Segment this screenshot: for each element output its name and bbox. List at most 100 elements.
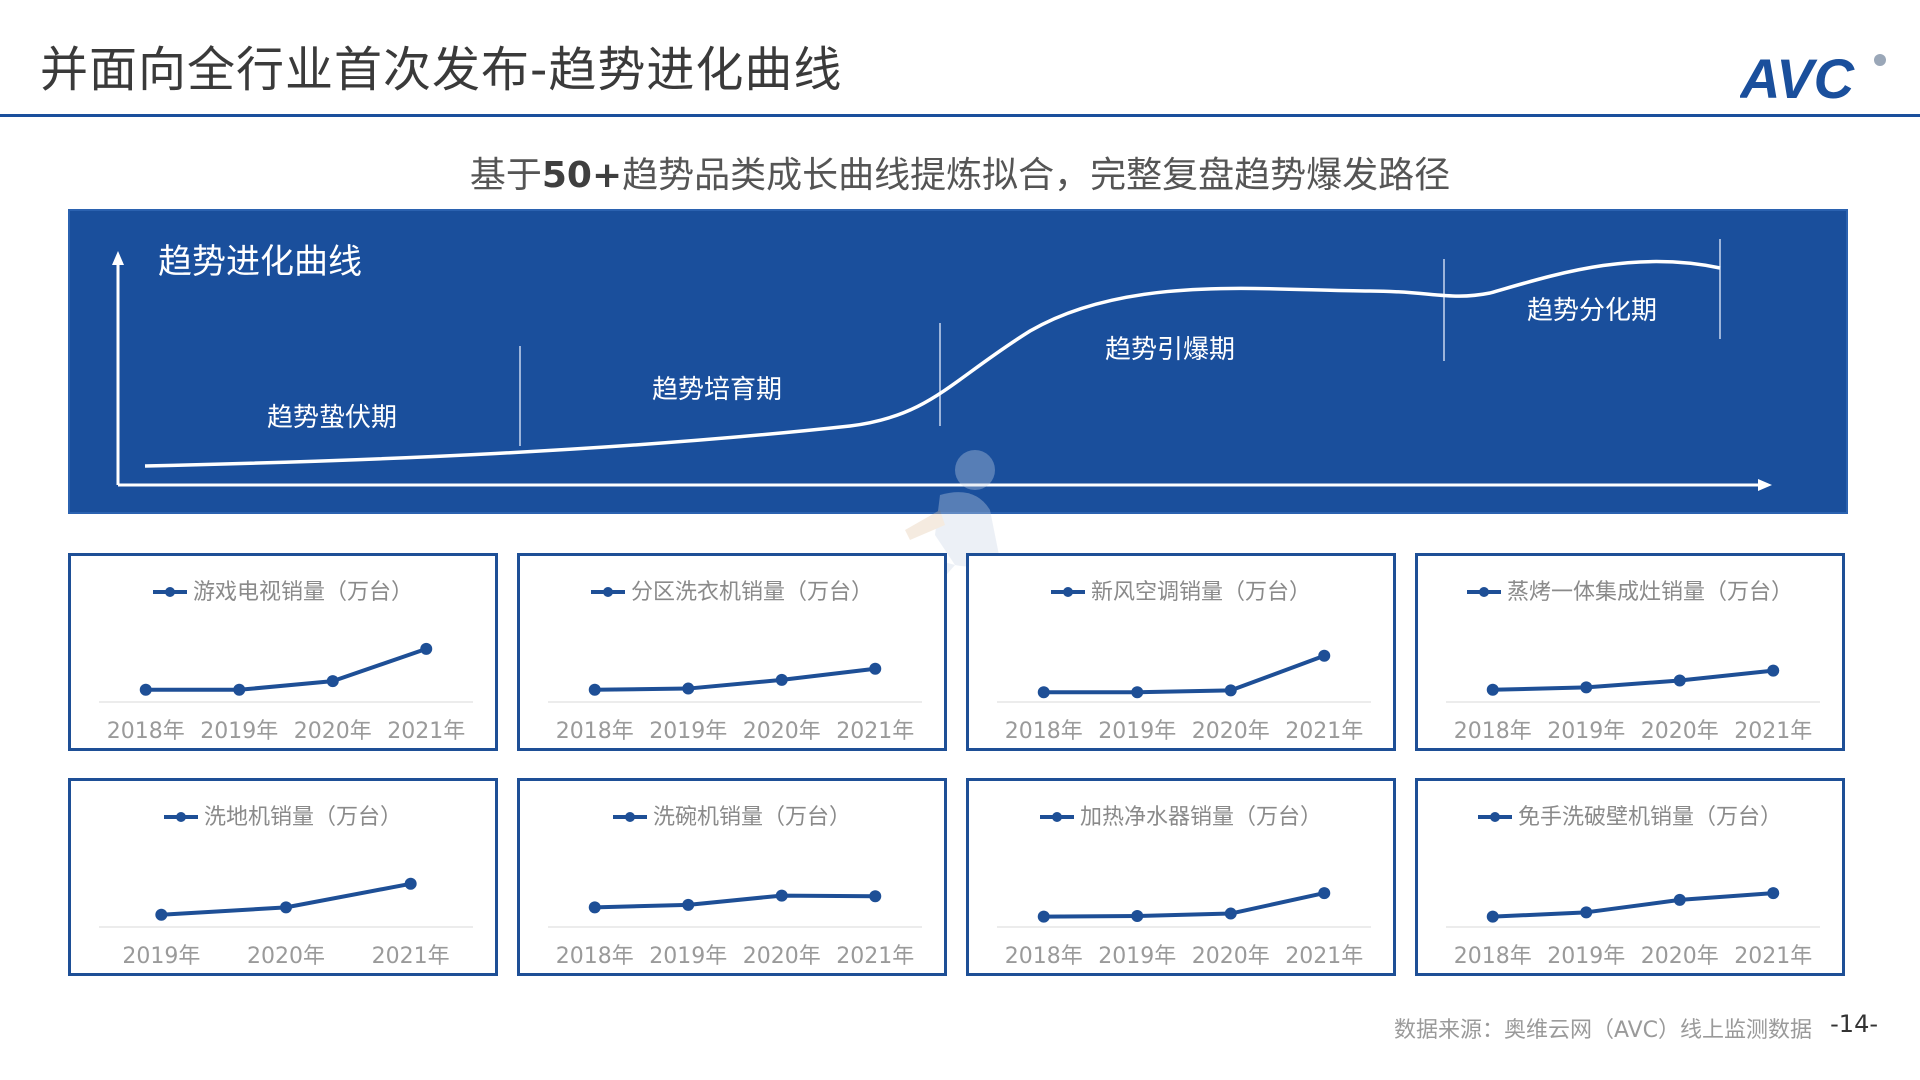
- chart-card-5: 洗地机销量（万台） 2019年 2020年 2021年: [68, 778, 498, 976]
- x-tick-label: 2019年: [649, 719, 727, 744]
- subtitle: 基于50+趋势品类成长曲线提炼拟合，完整复盘趋势爆发路径: [0, 146, 1920, 198]
- legend-label: 洗碗机销量（万台）: [653, 805, 851, 830]
- chart-card-8: 免手洗破壁机销量（万台） 2018年 2019年 2020年 2021年: [1415, 778, 1845, 976]
- line-chart-7: 加热净水器销量（万台） 2018年 2019年 2020年 2021年: [997, 805, 1371, 969]
- x-tick-label: 2021年: [836, 719, 914, 744]
- x-tick-label: 2019年: [649, 944, 727, 969]
- x-tick-label: 2020年: [743, 719, 821, 744]
- legend-marker: [1052, 812, 1062, 822]
- data-point: [1486, 910, 1499, 923]
- data-point: [280, 901, 292, 914]
- series-line: [1492, 891, 1774, 919]
- legend-label: 洗地机销量（万台）: [204, 805, 402, 830]
- stage-label-4: 趋势分化期: [1527, 296, 1657, 326]
- x-tick-label: 2019年: [1547, 719, 1625, 744]
- chart-card-2: 分区洗衣机销量（万台） 2018年 2019年 2020年 2021年: [517, 553, 947, 751]
- subtitle-rest: 趋势品类成长曲线提炼拟合，完整复盘趋势爆发路径: [622, 155, 1451, 196]
- legend-marker: [1063, 587, 1073, 597]
- data-point: [1037, 910, 1050, 923]
- legend-label: 游戏电视销量（万台）: [193, 580, 413, 605]
- data-point: [404, 877, 417, 890]
- logo-text: AVC: [1740, 47, 1856, 108]
- x-tick-label: 2020年: [1192, 944, 1270, 969]
- x-tick-label: 2018年: [556, 719, 634, 744]
- x-tick-label: 2018年: [556, 944, 634, 969]
- series-line: [1492, 668, 1774, 692]
- line-chart-8: 免手洗破壁机销量（万台） 2018年 2019年 2020年 2021年: [1446, 805, 1820, 969]
- chart-card-7: 加热净水器销量（万台） 2018年 2019年 2020年 2021年: [966, 778, 1396, 976]
- x-tick-label: 2020年: [294, 719, 372, 744]
- legend-marker: [176, 812, 186, 822]
- x-tick-label: 2019年: [1547, 944, 1625, 969]
- x-tick-label: 2020年: [1641, 944, 1719, 969]
- data-point: [1224, 684, 1237, 697]
- data-point: [1131, 686, 1144, 699]
- data-point: [1580, 906, 1593, 919]
- chart-card-6: 洗碗机销量（万台） 2018年 2019年 2020年 2021年: [517, 778, 947, 976]
- x-tick-label: 2018年: [1005, 944, 1083, 969]
- evo-title: 趋势进化曲线: [158, 242, 362, 282]
- legend-marker: [625, 812, 635, 822]
- x-tick-label: 2020年: [1192, 719, 1270, 744]
- legend-marker: [1479, 587, 1489, 597]
- avc-logo: AVC: [1740, 47, 1886, 108]
- line-chart-5: 洗地机销量（万台） 2019年 2020年 2021年: [99, 805, 473, 969]
- x-tick-label: 2020年: [1641, 719, 1719, 744]
- line-chart-6: 洗碗机销量（万台） 2018年 2019年 2020年 2021年: [548, 805, 922, 969]
- data-source-note: 数据来源：奥维云网（AVC）线上监测数据: [1394, 1012, 1812, 1044]
- data-point: [233, 683, 246, 696]
- x-tick-label: 2021年: [1285, 944, 1363, 969]
- x-tick-label: 2019年: [1098, 719, 1176, 744]
- stage-label-3: 趋势引爆期: [1105, 335, 1235, 365]
- data-point: [420, 642, 433, 655]
- legend: 免手洗破壁机销量（万台）: [1478, 805, 1782, 830]
- data-point: [1318, 649, 1331, 662]
- series-line: [1043, 653, 1325, 695]
- data-point: [1580, 681, 1593, 694]
- stage-label-2: 趋势培育期: [652, 375, 782, 405]
- legend-label: 加热净水器销量（万台）: [1080, 805, 1322, 830]
- legend-label: 新风空调销量（万台）: [1091, 580, 1311, 605]
- page-title: 并面向全行业首次发布-趋势进化曲线: [40, 42, 843, 98]
- legend: 洗地机销量（万台）: [164, 805, 402, 830]
- x-tick-label: 2018年: [1454, 719, 1532, 744]
- x-tick-label: 2021年: [387, 719, 465, 744]
- evo-y-arrow: [112, 251, 124, 265]
- legend-label: 分区洗衣机销量（万台）: [631, 580, 873, 605]
- legend-marker: [603, 587, 613, 597]
- legend-label: 蒸烤一体集成灶销量（万台）: [1507, 580, 1793, 605]
- legend: 蒸烤一体集成灶销量（万台）: [1467, 580, 1793, 605]
- x-tick-label: 2019年: [1098, 944, 1176, 969]
- x-tick-label: 2021年: [1285, 719, 1363, 744]
- x-tick-label: 2020年: [743, 944, 821, 969]
- data-point: [326, 675, 339, 688]
- legend: 游戏电视销量（万台）: [153, 580, 413, 605]
- data-point: [1486, 683, 1499, 696]
- data-point: [155, 908, 168, 921]
- series-line: [145, 646, 427, 692]
- legend-marker: [1490, 812, 1500, 822]
- data-point: [1224, 907, 1237, 920]
- legend: 加热净水器销量（万台）: [1040, 805, 1322, 830]
- x-tick-label: 2021年: [1734, 944, 1812, 969]
- legend: 洗碗机销量（万台）: [613, 805, 851, 830]
- legend-label: 免手洗破壁机销量（万台）: [1518, 805, 1782, 830]
- x-tick-label: 2020年: [247, 944, 325, 969]
- data-point: [1767, 664, 1780, 677]
- evo-x-arrow: [1758, 479, 1772, 491]
- x-tick-label: 2018年: [1005, 719, 1083, 744]
- stage-label-1: 趋势蛰伏期: [267, 403, 397, 433]
- evolution-curve-panel: 趋势进化曲线 趋势蛰伏期 趋势培育期 趋势引爆期 趋势分化期: [68, 209, 1848, 514]
- data-point: [869, 662, 882, 675]
- subtitle-highlight: 50+: [541, 155, 623, 196]
- x-tick-label: 2021年: [836, 944, 914, 969]
- chart-card-1: 游戏电视销量（万台） 2018年 2019年 2020年 2021年: [68, 553, 498, 751]
- series-line: [594, 666, 876, 692]
- data-source-text: 数据来源：奥维云网（AVC）线上监测数据: [1393, 1018, 1812, 1043]
- data-point: [588, 683, 601, 696]
- legend-marker: [165, 587, 175, 597]
- line-chart-3: 新风空调销量（万台） 2018年 2019年 2020年 2021年: [997, 580, 1371, 744]
- chart-card-3: 新风空调销量（万台） 2018年 2019年 2020年 2021年: [966, 553, 1396, 751]
- x-tick-label: 2021年: [372, 944, 450, 969]
- x-tick-label: 2018年: [107, 719, 185, 744]
